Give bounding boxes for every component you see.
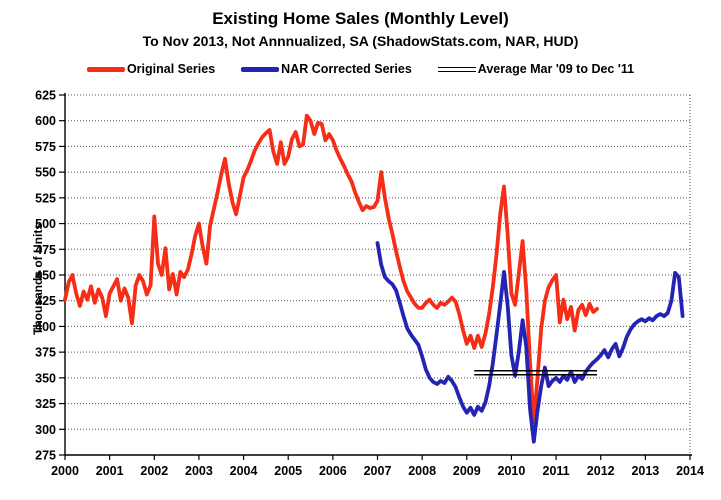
y-tick-label-375: 375 xyxy=(35,346,56,360)
x-tick-label-2004: 2004 xyxy=(230,464,258,478)
y-tick-label-550: 550 xyxy=(35,166,56,180)
legend: Original Series NAR Corrected Series Avera… xyxy=(0,62,721,76)
y-tick-label-425: 425 xyxy=(35,294,56,308)
x-tick-label-2014: 2014 xyxy=(676,464,704,478)
x-tick-label-2009: 2009 xyxy=(453,464,481,478)
chart-subtitle: To Nov 2013, Not Annnualized, SA (Shadow… xyxy=(142,33,579,49)
line-swatch xyxy=(86,66,125,72)
x-tick-label-2007: 2007 xyxy=(364,464,392,478)
chart-title: Existing Home Sales (Monthly Level) xyxy=(212,9,509,28)
y-tick-label-300: 300 xyxy=(35,423,56,437)
x-tick-label-2012: 2012 xyxy=(587,464,615,478)
x-tick-label-2010: 2010 xyxy=(498,464,526,478)
legend-label: NAR Corrected Series xyxy=(281,62,412,76)
x-tick-label-2002: 2002 xyxy=(140,464,168,478)
legend-item-original-series: Original Series xyxy=(86,62,216,76)
y-tick-label-525: 525 xyxy=(35,191,56,205)
y-tick-label-625: 625 xyxy=(35,89,56,103)
y-tick-label-350: 350 xyxy=(35,371,56,385)
y-tick-label-325: 325 xyxy=(35,397,56,411)
x-tick-label-2006: 2006 xyxy=(319,464,347,478)
y-tick-label-275: 275 xyxy=(35,449,56,463)
series-line-nar-corrected-series xyxy=(375,241,685,444)
legend-label: Original Series xyxy=(126,62,216,76)
x-tick-label-2003: 2003 xyxy=(185,464,213,478)
legend-item-average-mar-09-to-dec-11: Average Mar '09 to Dec '11 xyxy=(437,62,635,76)
y-tick-label-450: 450 xyxy=(35,269,56,283)
x-tick-label-2001: 2001 xyxy=(96,464,124,478)
x-tick-label-2000: 2000 xyxy=(51,464,79,478)
x-tick-label-2011: 2011 xyxy=(543,464,570,478)
series-line-original-series xyxy=(63,113,599,425)
y-tick-label-575: 575 xyxy=(35,140,56,154)
x-tick-label-2013: 2013 xyxy=(631,464,659,478)
y-tick-label-500: 500 xyxy=(35,217,56,231)
line-swatch xyxy=(241,66,280,72)
legend-label: Average Mar '09 to Dec '11 xyxy=(477,62,635,76)
y-tick-label-600: 600 xyxy=(35,114,56,128)
double-line-swatch xyxy=(437,66,476,72)
y-tick-label-400: 400 xyxy=(35,320,56,334)
y-axis-title: Thousands of Units xyxy=(31,223,45,335)
x-tick-label-2005: 2005 xyxy=(274,464,302,478)
legend-item-nar-corrected-series: NAR Corrected Series xyxy=(241,62,412,76)
x-tick-label-2008: 2008 xyxy=(408,464,436,478)
y-tick-label-475: 475 xyxy=(35,243,56,257)
